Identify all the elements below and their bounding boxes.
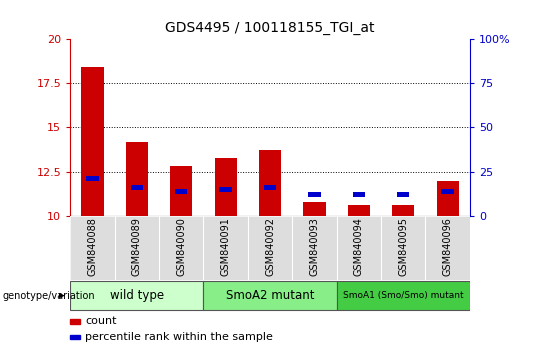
- Bar: [348, 205, 370, 216]
- Text: GSM840088: GSM840088: [87, 217, 97, 276]
- Text: GSM840094: GSM840094: [354, 217, 364, 276]
- Text: GSM840091: GSM840091: [221, 217, 231, 276]
- Text: SmoA1 (Smo/Smo) mutant: SmoA1 (Smo/Smo) mutant: [343, 291, 463, 300]
- Bar: [204, 216, 248, 280]
- Text: genotype/variation: genotype/variation: [3, 291, 96, 301]
- Text: GSM840096: GSM840096: [443, 217, 453, 276]
- Bar: [126, 142, 148, 216]
- Bar: [336, 281, 470, 310]
- Bar: [397, 192, 409, 197]
- Bar: [219, 187, 232, 192]
- Bar: [442, 189, 454, 194]
- Bar: [426, 216, 470, 280]
- Bar: [264, 185, 276, 190]
- Text: SmoA2 mutant: SmoA2 mutant: [226, 289, 314, 302]
- Bar: [336, 216, 381, 280]
- Bar: [204, 281, 336, 310]
- Bar: [86, 176, 98, 181]
- Text: count: count: [85, 316, 117, 326]
- Bar: [131, 185, 143, 190]
- Bar: [303, 202, 326, 216]
- Text: GSM840095: GSM840095: [398, 217, 408, 276]
- Bar: [114, 216, 159, 280]
- Bar: [70, 281, 204, 310]
- Bar: [381, 216, 426, 280]
- Bar: [82, 67, 104, 216]
- Bar: [308, 192, 321, 197]
- Text: GSM840093: GSM840093: [309, 217, 319, 276]
- Bar: [214, 158, 237, 216]
- Bar: [259, 150, 281, 216]
- Title: GDS4495 / 100118155_TGI_at: GDS4495 / 100118155_TGI_at: [165, 21, 375, 35]
- Text: GSM840092: GSM840092: [265, 217, 275, 276]
- Bar: [70, 216, 114, 280]
- Bar: [175, 189, 187, 194]
- Text: GSM840090: GSM840090: [176, 217, 186, 276]
- Bar: [436, 181, 458, 216]
- Bar: [353, 192, 365, 197]
- Bar: [170, 166, 192, 216]
- Text: percentile rank within the sample: percentile rank within the sample: [85, 332, 273, 342]
- Bar: [159, 216, 204, 280]
- Bar: [392, 205, 414, 216]
- Text: wild type: wild type: [110, 289, 164, 302]
- Text: GSM840089: GSM840089: [132, 217, 142, 276]
- Bar: [248, 216, 292, 280]
- Bar: [292, 216, 336, 280]
